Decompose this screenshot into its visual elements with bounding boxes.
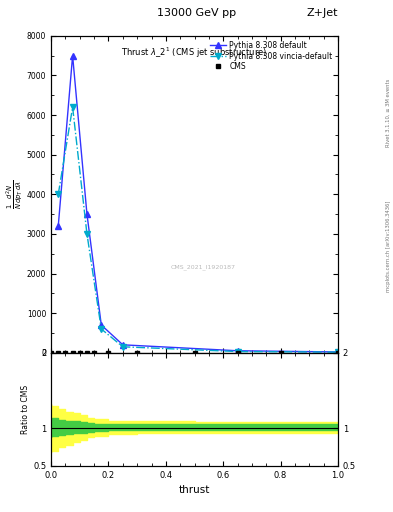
- Pythia 8.308 default: [70, 53, 75, 59]
- CMS: [106, 350, 111, 356]
- Line: Pythia 8.308 default: Pythia 8.308 default: [55, 53, 341, 355]
- Pythia 8.308 default: [99, 322, 104, 328]
- X-axis label: thrust: thrust: [179, 485, 210, 495]
- CMS: [135, 350, 140, 356]
- CMS: [56, 350, 61, 356]
- Y-axis label: $\frac{1}{N}\frac{d^2N}{dp_T\,d\lambda}$: $\frac{1}{N}\frac{d^2N}{dp_T\,d\lambda}$: [5, 180, 25, 209]
- CMS: [336, 350, 340, 356]
- Text: Rivet 3.1.10, ≥ 3M events: Rivet 3.1.10, ≥ 3M events: [386, 78, 391, 147]
- CMS: [84, 350, 89, 356]
- Text: CMS_2021_I1920187: CMS_2021_I1920187: [171, 264, 236, 270]
- Pythia 8.308 vincia-default: [70, 104, 75, 110]
- Pythia 8.308 default: [120, 342, 125, 348]
- CMS: [235, 350, 240, 356]
- Pythia 8.308 default: [84, 211, 89, 217]
- CMS: [192, 350, 197, 356]
- Pythia 8.308 vincia-default: [56, 191, 61, 197]
- Line: CMS: CMS: [49, 351, 340, 355]
- Pythia 8.308 vincia-default: [120, 344, 125, 350]
- CMS: [63, 350, 68, 356]
- Y-axis label: Ratio to CMS: Ratio to CMS: [21, 385, 30, 434]
- Pythia 8.308 default: [336, 349, 340, 355]
- Pythia 8.308 vincia-default: [99, 326, 104, 332]
- Pythia 8.308 default: [56, 223, 61, 229]
- Text: Z+Jet: Z+Jet: [307, 8, 338, 18]
- Pythia 8.308 vincia-default: [84, 231, 89, 237]
- Pythia 8.308 vincia-default: [336, 349, 340, 355]
- CMS: [49, 350, 53, 356]
- Text: Thrust $\lambda$_2$^1$ (CMS jet substructure): Thrust $\lambda$_2$^1$ (CMS jet substruc…: [121, 46, 268, 60]
- CMS: [70, 350, 75, 356]
- Legend: Pythia 8.308 default, Pythia 8.308 vincia-default, CMS: Pythia 8.308 default, Pythia 8.308 vinci…: [208, 39, 334, 73]
- Line: Pythia 8.308 vincia-default: Pythia 8.308 vincia-default: [55, 104, 341, 355]
- Text: mcplots.cern.ch [arXiv:1306.3436]: mcplots.cern.ch [arXiv:1306.3436]: [386, 200, 391, 291]
- CMS: [77, 350, 82, 356]
- Pythia 8.308 vincia-default: [235, 349, 240, 355]
- CMS: [92, 350, 97, 356]
- Text: 13000 GeV pp: 13000 GeV pp: [157, 8, 236, 18]
- Pythia 8.308 default: [235, 348, 240, 354]
- CMS: [278, 350, 283, 356]
